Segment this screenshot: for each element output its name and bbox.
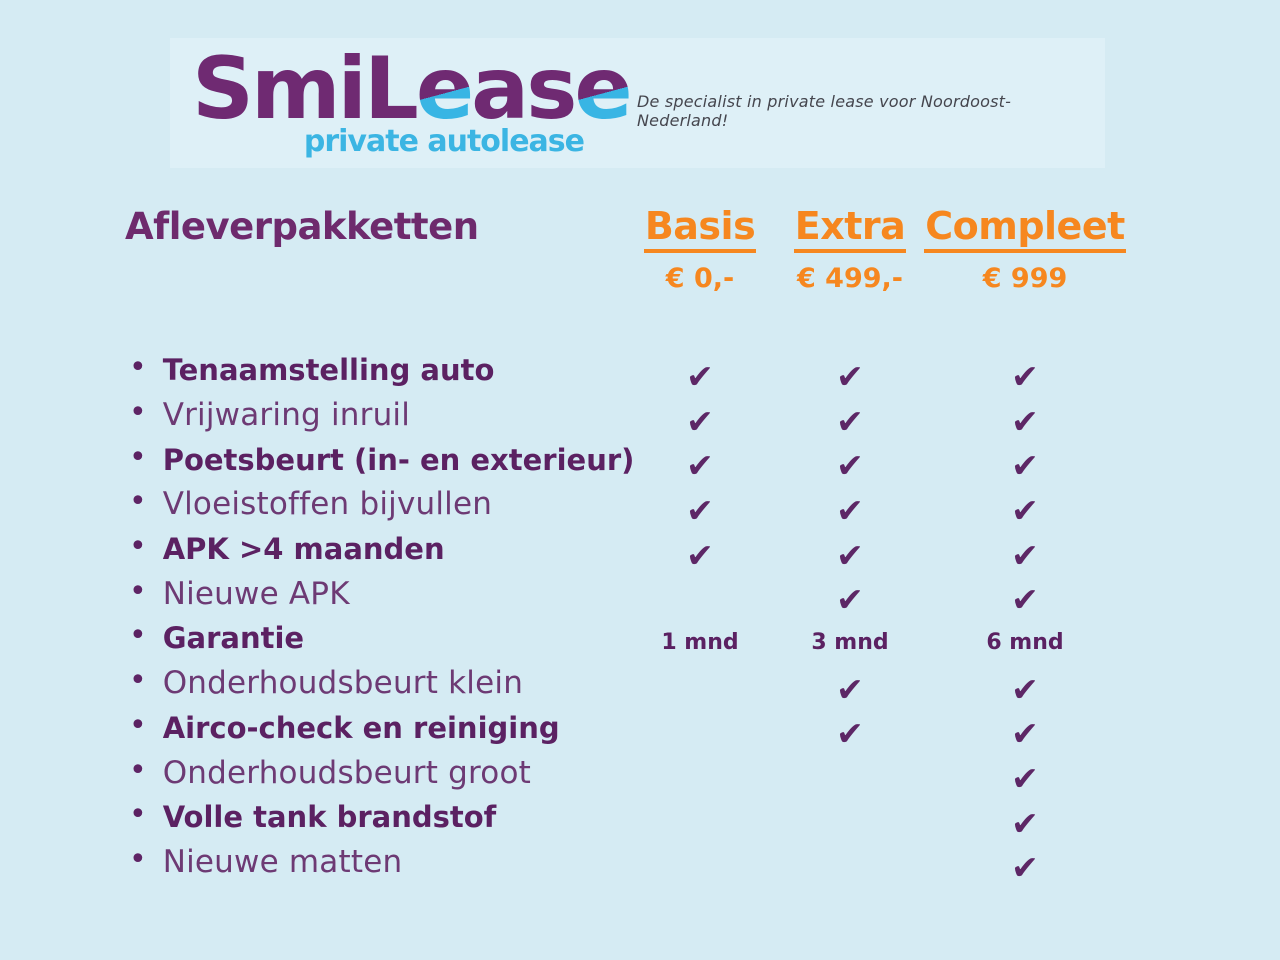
- feature-label: Nieuwe APK: [162, 575, 350, 612]
- logo-text: SmiL: [192, 39, 419, 139]
- feature-label: Poetsbeurt (in- en exterieur): [162, 442, 635, 477]
- feature-label: Garantie: [162, 621, 305, 656]
- check-cell-basis: ✔: [686, 490, 714, 530]
- logo-smile-e-icon: e: [415, 39, 474, 139]
- feature-row-airco-check: • Airco-check en reiniging ✔ ✔: [125, 706, 1130, 754]
- feature-row-poetsbeurt: • Poetsbeurt (in- en exterieur) ✔ ✔ ✔: [125, 437, 1130, 482]
- feature-label: Airco-check en reiniging: [162, 710, 560, 745]
- check-cell-extra: ✔: [836, 401, 864, 441]
- check-cell-compleet: ✔: [1011, 446, 1039, 486]
- feature-row-nieuwe-apk: • Nieuwe APK ✔ ✔: [125, 571, 1130, 620]
- bullet-icon: •: [129, 797, 147, 833]
- bullet-icon: •: [129, 350, 147, 386]
- bullet-icon: •: [129, 663, 147, 699]
- feature-label: Tenaamstelling auto: [162, 353, 495, 388]
- bullet-icon: •: [129, 841, 147, 877]
- package-header-compleet: Compleet: [924, 204, 1126, 253]
- brand-tagline: De specialist in private lease voor Noor…: [637, 92, 1012, 130]
- check-cell-compleet: ✔: [1011, 535, 1039, 575]
- logo-text: as: [471, 39, 577, 139]
- feature-row-nieuwe-matten: • Nieuwe matten ✔: [125, 840, 1130, 885]
- feature-row-tenaamstelling: • Tenaamstelling auto ✔ ✔ ✔: [125, 348, 1130, 393]
- check-cell-basis: ✔: [686, 535, 714, 575]
- bullet-icon: •: [129, 439, 147, 475]
- check-cell-extra: ✔: [836, 669, 864, 709]
- feature-row-vrijwaring: • Vrijwaring inruil ✔ ✔ ✔: [125, 393, 1130, 438]
- package-price-basis: € 0,-: [665, 263, 735, 294]
- check-cell-compleet: ✔: [1011, 669, 1039, 709]
- garantie-cell-extra: 3 mnd: [811, 629, 889, 655]
- bullet-icon: •: [129, 707, 147, 743]
- package-header-basis: Basis: [643, 204, 757, 253]
- feature-row-onderhoudsbeurt-groot: • Onderhoudsbeurt groot ✔: [125, 750, 1130, 799]
- feature-row-vloeistoffen: • Vloeistoffen bijvullen ✔ ✔ ✔: [125, 482, 1130, 527]
- check-cell-compleet: ✔: [1011, 490, 1039, 530]
- check-cell-extra: ✔: [836, 446, 864, 486]
- feature-label: APK >4 maanden: [162, 532, 445, 567]
- page-title: Afleverpakketten: [125, 205, 479, 248]
- garantie-cell-compleet: 6 mnd: [986, 629, 1064, 655]
- features-list: • Tenaamstelling auto ✔ ✔ ✔ • Vrijwaring i…: [125, 348, 1130, 885]
- feature-label: Vloeistoffen bijvullen: [162, 486, 493, 523]
- check-cell-basis: ✔: [686, 446, 714, 486]
- check-cell-basis: ✔: [686, 401, 714, 441]
- feature-row-volle-tank: • Volle tank brandstof ✔: [125, 795, 1130, 840]
- check-cell-extra: ✔: [836, 580, 864, 620]
- check-cell-compleet: ✔: [1011, 580, 1039, 620]
- check-cell-extra: ✔: [836, 535, 864, 575]
- pricing-table-header: Afleverpakketten Basis Extra Compleet € …: [125, 204, 1130, 294]
- bullet-icon: •: [129, 484, 147, 520]
- garantie-cell-basis: 1 mnd: [661, 629, 739, 655]
- bullet-icon: •: [129, 573, 147, 609]
- check-cell-extra: ✔: [836, 714, 864, 754]
- check-cell-compleet: ✔: [1011, 759, 1039, 799]
- logo-subtitle: private autolease: [303, 124, 585, 159]
- smilease-logo: SmiLease: [192, 46, 633, 132]
- package-names-row: Afleverpakketten Basis Extra Compleet: [125, 204, 1130, 253]
- check-cell-extra: ✔: [836, 490, 864, 530]
- check-cell-compleet: ✔: [1011, 848, 1039, 888]
- feature-label: Volle tank brandstof: [162, 800, 497, 835]
- bullet-icon: •: [129, 395, 147, 431]
- package-price-extra: € 499,-: [796, 263, 903, 294]
- package-prices-row: € 0,- € 499,- € 999: [125, 263, 1130, 294]
- feature-row-apk-4-maanden: • APK >4 maanden ✔ ✔ ✔: [125, 527, 1130, 572]
- feature-label: Onderhoudsbeurt klein: [162, 665, 524, 702]
- check-cell-compleet: ✔: [1011, 356, 1039, 396]
- feature-label: Vrijwaring inruil: [162, 397, 411, 434]
- package-header-extra: Extra: [793, 204, 907, 253]
- feature-row-garantie: • Garantie 1 mnd 3 mnd 6 mnd: [125, 616, 1130, 661]
- check-cell-compleet: ✔: [1011, 401, 1039, 441]
- feature-label: Onderhoudsbeurt groot: [162, 754, 531, 791]
- check-cell-compleet: ✔: [1011, 803, 1039, 843]
- check-cell-extra: ✔: [836, 356, 864, 396]
- feature-label: Nieuwe matten: [162, 843, 403, 880]
- check-cell-compleet: ✔: [1011, 714, 1039, 754]
- check-cell-basis: ✔: [686, 356, 714, 396]
- brand-header-band: [170, 38, 1105, 168]
- package-price-compleet: € 999: [982, 263, 1068, 294]
- bullet-icon: •: [129, 618, 147, 654]
- bullet-icon: •: [129, 529, 147, 565]
- feature-row-onderhoudsbeurt-klein: • Onderhoudsbeurt klein ✔ ✔: [125, 661, 1130, 706]
- logo-smile-e-icon: e: [574, 39, 632, 139]
- bullet-icon: •: [129, 752, 147, 788]
